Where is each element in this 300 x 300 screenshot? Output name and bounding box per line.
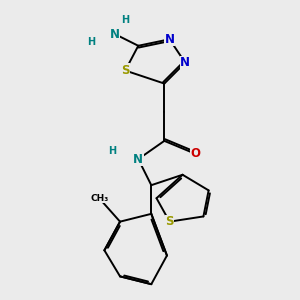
- Text: H: H: [121, 15, 129, 25]
- Text: CH₃: CH₃: [90, 194, 108, 203]
- Text: N: N: [133, 153, 143, 166]
- Text: S: S: [165, 215, 174, 228]
- Text: O: O: [190, 147, 201, 161]
- Text: H: H: [108, 146, 116, 156]
- Text: H: H: [87, 37, 95, 47]
- Text: N: N: [164, 33, 175, 46]
- Text: S: S: [121, 64, 130, 77]
- Text: N: N: [180, 56, 190, 69]
- Text: N: N: [110, 28, 120, 40]
